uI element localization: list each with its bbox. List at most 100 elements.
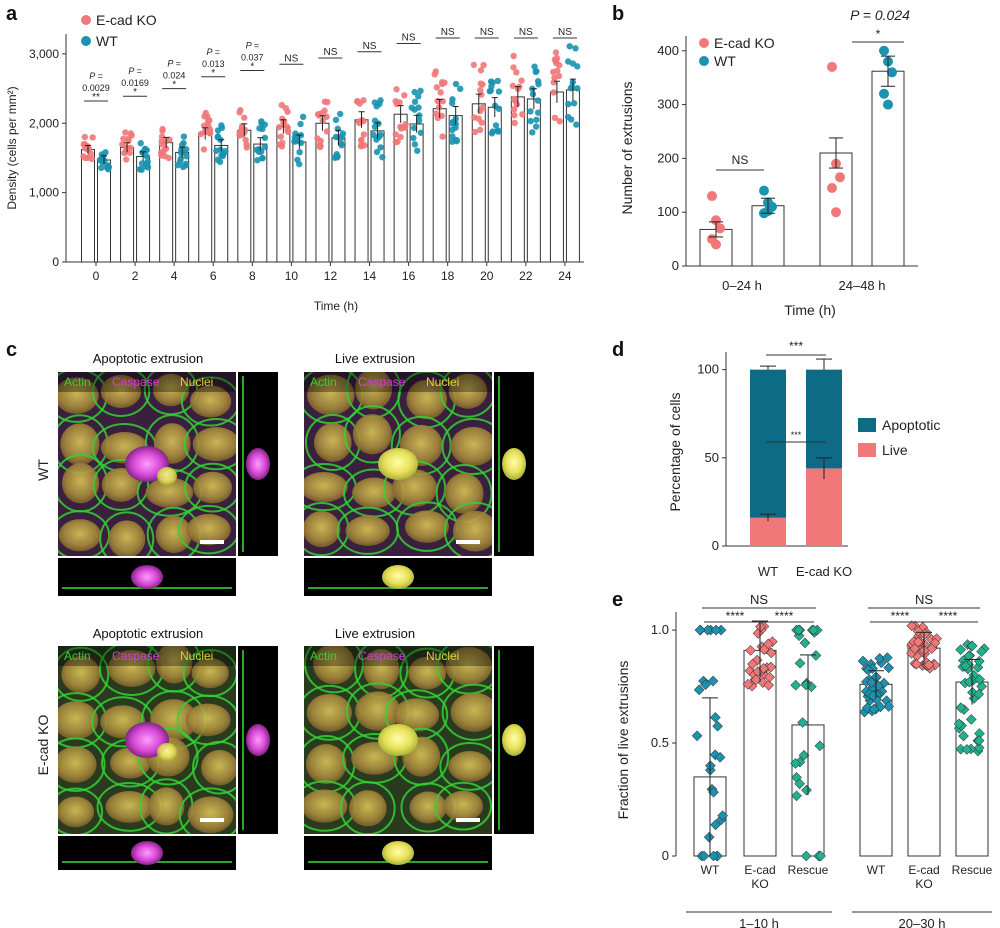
a-sig-p: P =	[207, 47, 220, 57]
a-point	[527, 117, 534, 125]
panel-a-bars	[80, 43, 581, 263]
micrograph-3	[304, 646, 492, 834]
a-point	[511, 119, 518, 127]
a-sig-label: NS	[558, 27, 572, 38]
a-point	[276, 123, 283, 131]
a-point	[370, 131, 377, 139]
actin-border	[183, 418, 236, 471]
a-point	[261, 143, 268, 151]
a-point	[417, 129, 425, 136]
ortho-bottom-cell	[131, 565, 163, 589]
e-point	[745, 645, 756, 656]
a-point	[283, 123, 291, 130]
e-point	[976, 646, 987, 657]
a-point	[495, 88, 503, 95]
nucleus	[58, 796, 95, 828]
b-point	[835, 172, 845, 183]
actin-border	[177, 504, 236, 555]
a-point	[513, 101, 521, 108]
b-point	[831, 207, 841, 218]
e-point	[861, 702, 873, 714]
a-point	[457, 85, 464, 93]
nucleus	[450, 426, 492, 467]
legend-wt-marker	[81, 36, 91, 46]
e-point	[953, 718, 965, 730]
a-point	[218, 124, 226, 132]
a-sig-stars: **	[92, 92, 100, 103]
a-point	[494, 127, 502, 134]
e-point	[883, 662, 894, 674]
a-ytick-label: 0	[52, 255, 59, 269]
actin-border	[58, 787, 104, 834]
e-point	[973, 742, 985, 754]
a-point	[452, 80, 460, 88]
b-xtick-label: 24–48 h	[839, 278, 886, 293]
b-ytick-label: 100	[657, 204, 679, 219]
e-point	[765, 661, 777, 673]
a-point	[569, 60, 577, 67]
a-point	[567, 116, 575, 123]
a-sig-pvalue: 0.037	[241, 53, 264, 63]
panel-e-letter: e	[612, 589, 623, 611]
a-point	[259, 125, 266, 133]
panel-d-bars	[750, 358, 842, 546]
a-point	[122, 156, 130, 163]
nucleus	[304, 472, 348, 503]
nucleus	[189, 385, 232, 418]
a-point	[471, 114, 478, 121]
a-point	[486, 87, 493, 95]
a-point	[574, 85, 581, 92]
b-point	[711, 215, 721, 226]
nucleus	[105, 791, 153, 823]
panel-d-annotations: *** ***	[766, 339, 826, 443]
a-sig-stars: *	[250, 62, 254, 73]
a-xtick-label: 22	[519, 269, 533, 283]
e-point	[912, 636, 924, 648]
legend-ko-marker	[699, 38, 709, 48]
ortho-side-cell	[502, 724, 526, 756]
e-point	[693, 684, 705, 696]
e-point	[794, 657, 806, 669]
a-point	[96, 156, 104, 164]
a-point	[183, 146, 190, 153]
bright-nucleus	[157, 743, 177, 761]
legend-wt-marker	[699, 56, 709, 66]
a-point	[143, 153, 151, 160]
a-point	[255, 146, 262, 153]
a-bar	[237, 129, 252, 263]
a-point	[489, 128, 497, 135]
e-point	[974, 674, 985, 685]
a-xtick-label: 6	[210, 269, 217, 283]
e-point	[799, 637, 811, 649]
e-point	[765, 647, 777, 659]
a-point	[291, 138, 298, 145]
channel-label: Nuclei	[426, 375, 459, 389]
a-point	[321, 98, 329, 105]
a-point	[332, 133, 340, 141]
panel-b: b 0 100 200 300 400 0–24 h 24–48 h E-cad KO WT…	[612, 3, 918, 318]
a-point	[533, 116, 540, 123]
d-star-top: ***	[789, 339, 803, 353]
a-point	[411, 88, 418, 96]
e-point	[961, 744, 973, 755]
a-point	[439, 133, 446, 140]
a-point	[236, 109, 243, 116]
nucleus	[306, 693, 352, 732]
a-point	[258, 118, 265, 125]
a-point	[393, 86, 400, 93]
actin-border	[92, 458, 150, 511]
channel-label: Actin	[64, 375, 91, 389]
a-point	[183, 153, 190, 160]
e-point	[700, 679, 711, 690]
nucleus	[307, 374, 355, 416]
legend-wt-label: WT	[714, 53, 736, 69]
a-point	[519, 111, 526, 118]
a-point	[278, 143, 286, 150]
a-point	[476, 126, 484, 134]
nucleus	[58, 519, 102, 552]
e-group-label: 20–30 h	[899, 916, 946, 928]
a-point	[477, 80, 485, 87]
a-point	[259, 154, 266, 162]
